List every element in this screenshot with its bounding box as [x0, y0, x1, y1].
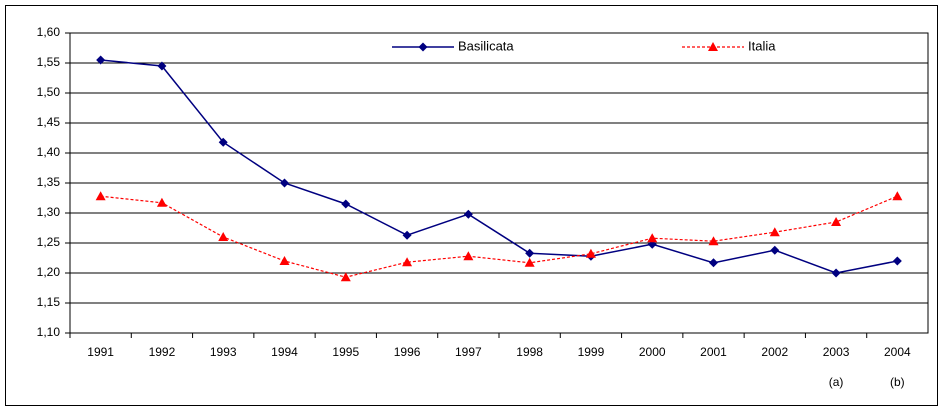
x-tick-label: 1992: [149, 345, 176, 359]
point: [831, 217, 842, 226]
legend-marker: [708, 42, 718, 51]
point: [647, 233, 658, 243]
point: [341, 199, 351, 209]
point: [708, 236, 719, 246]
x-tick-label: 1994: [271, 345, 298, 359]
x-tick-label: 2001: [700, 345, 727, 359]
point: [95, 191, 106, 201]
point: [463, 209, 473, 219]
y-tick-label: 1,40: [37, 145, 61, 159]
x-tick-label: 1991: [87, 345, 114, 359]
x-tick-label: 1995: [332, 345, 359, 359]
legend-label: Basilicata: [458, 38, 514, 53]
point: [340, 272, 351, 282]
x-tick-label: 2004: [884, 345, 911, 359]
series-line: [100, 59, 898, 274]
point: [770, 245, 780, 255]
x-tick-label: 2002: [761, 345, 788, 359]
point: [96, 55, 106, 65]
point: [585, 248, 596, 258]
series-line: [100, 195, 898, 278]
point: [524, 257, 535, 267]
point: [709, 258, 718, 268]
y-tick-label: 1,30: [37, 205, 61, 219]
y-tick-label: 1,50: [37, 85, 61, 99]
point: [279, 256, 290, 265]
y-tick-label: 1,35: [37, 175, 61, 189]
y-tick-label: 1,60: [37, 25, 61, 39]
y-tick-label: 1,55: [37, 55, 61, 69]
y-tick-label: 1,15: [37, 295, 61, 309]
point: [769, 227, 780, 237]
point: [402, 257, 413, 267]
point: [280, 178, 289, 188]
x-tick-note: (a): [829, 375, 844, 389]
x-tick-label: 1998: [516, 345, 543, 359]
x-tick-label: 2003: [823, 345, 850, 359]
x-tick-label: 1999: [578, 345, 605, 359]
point: [525, 248, 535, 258]
point: [892, 256, 902, 266]
x-tick-note: (b): [890, 375, 905, 389]
y-tick-label: 1,10: [37, 325, 61, 339]
point: [157, 61, 167, 71]
x-tick-label: 1997: [455, 345, 482, 359]
point: [463, 251, 474, 261]
legend-label: Italia: [748, 38, 776, 53]
legend-marker: [418, 42, 428, 52]
y-tick-label: 1,25: [37, 235, 61, 249]
x-tick-label: 1996: [394, 345, 421, 359]
point: [218, 137, 228, 147]
x-tick-label: 2000: [639, 345, 666, 359]
y-tick-label: 1,45: [37, 115, 61, 129]
point: [218, 232, 229, 241]
point: [402, 230, 412, 240]
x-tick-label: 1993: [210, 345, 237, 359]
point: [831, 268, 841, 278]
y-tick-label: 1,20: [37, 265, 61, 279]
point: [892, 191, 903, 201]
point: [156, 197, 167, 207]
